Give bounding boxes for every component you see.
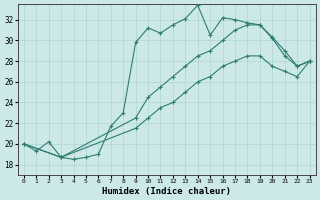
X-axis label: Humidex (Indice chaleur): Humidex (Indice chaleur) [102, 187, 231, 196]
